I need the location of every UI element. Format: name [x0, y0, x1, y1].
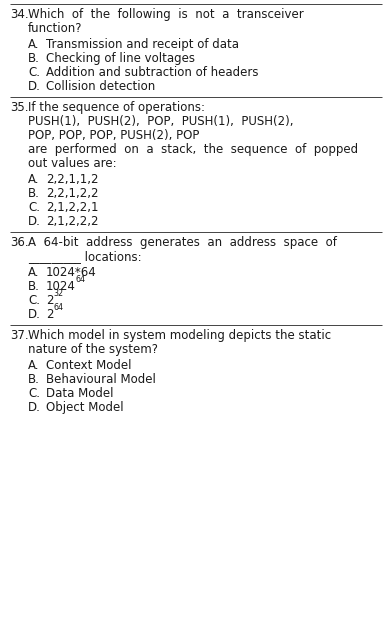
- Text: D.: D.: [28, 80, 41, 93]
- Text: A.: A.: [28, 266, 40, 279]
- Text: function?: function?: [28, 22, 82, 35]
- Text: 2,2,1,2,2: 2,2,1,2,2: [46, 187, 98, 200]
- Text: Checking of line voltages: Checking of line voltages: [46, 52, 195, 65]
- Text: B.: B.: [28, 280, 40, 293]
- Text: are  performed  on  a  stack,  the  sequence  of  popped: are performed on a stack, the sequence o…: [28, 143, 358, 156]
- Text: POP, POP, POP, PUSH(2), POP: POP, POP, POP, PUSH(2), POP: [28, 129, 200, 142]
- Text: C.: C.: [28, 294, 40, 307]
- Text: 64: 64: [75, 276, 85, 284]
- Text: C.: C.: [28, 201, 40, 214]
- Text: Object Model: Object Model: [46, 401, 123, 414]
- Text: _________ locations:: _________ locations:: [28, 250, 142, 263]
- Text: nature of the system?: nature of the system?: [28, 343, 158, 356]
- Text: 2: 2: [46, 294, 53, 307]
- Text: Addition and subtraction of headers: Addition and subtraction of headers: [46, 66, 258, 79]
- Text: If the sequence of operations:: If the sequence of operations:: [28, 101, 205, 114]
- Text: 34.: 34.: [10, 8, 29, 21]
- Text: A  64-bit  address  generates  an  address  space  of: A 64-bit address generates an address sp…: [28, 236, 337, 249]
- Text: D.: D.: [28, 401, 41, 414]
- Text: 32: 32: [53, 289, 64, 298]
- Text: Data Model: Data Model: [46, 387, 114, 400]
- Text: A.: A.: [28, 173, 40, 186]
- Text: out values are:: out values are:: [28, 157, 117, 170]
- Text: 1024*64: 1024*64: [46, 266, 97, 279]
- Text: Collision detection: Collision detection: [46, 80, 155, 93]
- Text: B.: B.: [28, 373, 40, 386]
- Text: Which  of  the  following  is  not  a  transceiver: Which of the following is not a transcei…: [28, 8, 304, 21]
- Text: B.: B.: [28, 187, 40, 200]
- Text: Behavioural Model: Behavioural Model: [46, 373, 156, 386]
- Text: 1024: 1024: [46, 280, 76, 293]
- Text: Transmission and receipt of data: Transmission and receipt of data: [46, 38, 239, 51]
- Text: 37.: 37.: [10, 329, 29, 342]
- Text: 35.: 35.: [10, 101, 29, 114]
- Text: D.: D.: [28, 308, 41, 321]
- Text: A.: A.: [28, 359, 40, 372]
- Text: 2,1,2,2,1: 2,1,2,2,1: [46, 201, 98, 214]
- Text: D.: D.: [28, 215, 41, 228]
- Text: 64: 64: [53, 303, 64, 312]
- Text: PUSH(1),  PUSH(2),  POP,  PUSH(1),  PUSH(2),: PUSH(1), PUSH(2), POP, PUSH(1), PUSH(2),: [28, 115, 294, 128]
- Text: 2,1,2,2,2: 2,1,2,2,2: [46, 215, 98, 228]
- Text: 2,2,1,1,2: 2,2,1,1,2: [46, 173, 98, 186]
- Text: C.: C.: [28, 387, 40, 400]
- Text: B.: B.: [28, 52, 40, 65]
- Text: 36.: 36.: [10, 236, 29, 249]
- Text: Which model in system modeling depicts the static: Which model in system modeling depicts t…: [28, 329, 331, 342]
- Text: 2: 2: [46, 308, 53, 321]
- Text: Context Model: Context Model: [46, 359, 131, 372]
- Text: C.: C.: [28, 66, 40, 79]
- Text: A.: A.: [28, 38, 40, 51]
